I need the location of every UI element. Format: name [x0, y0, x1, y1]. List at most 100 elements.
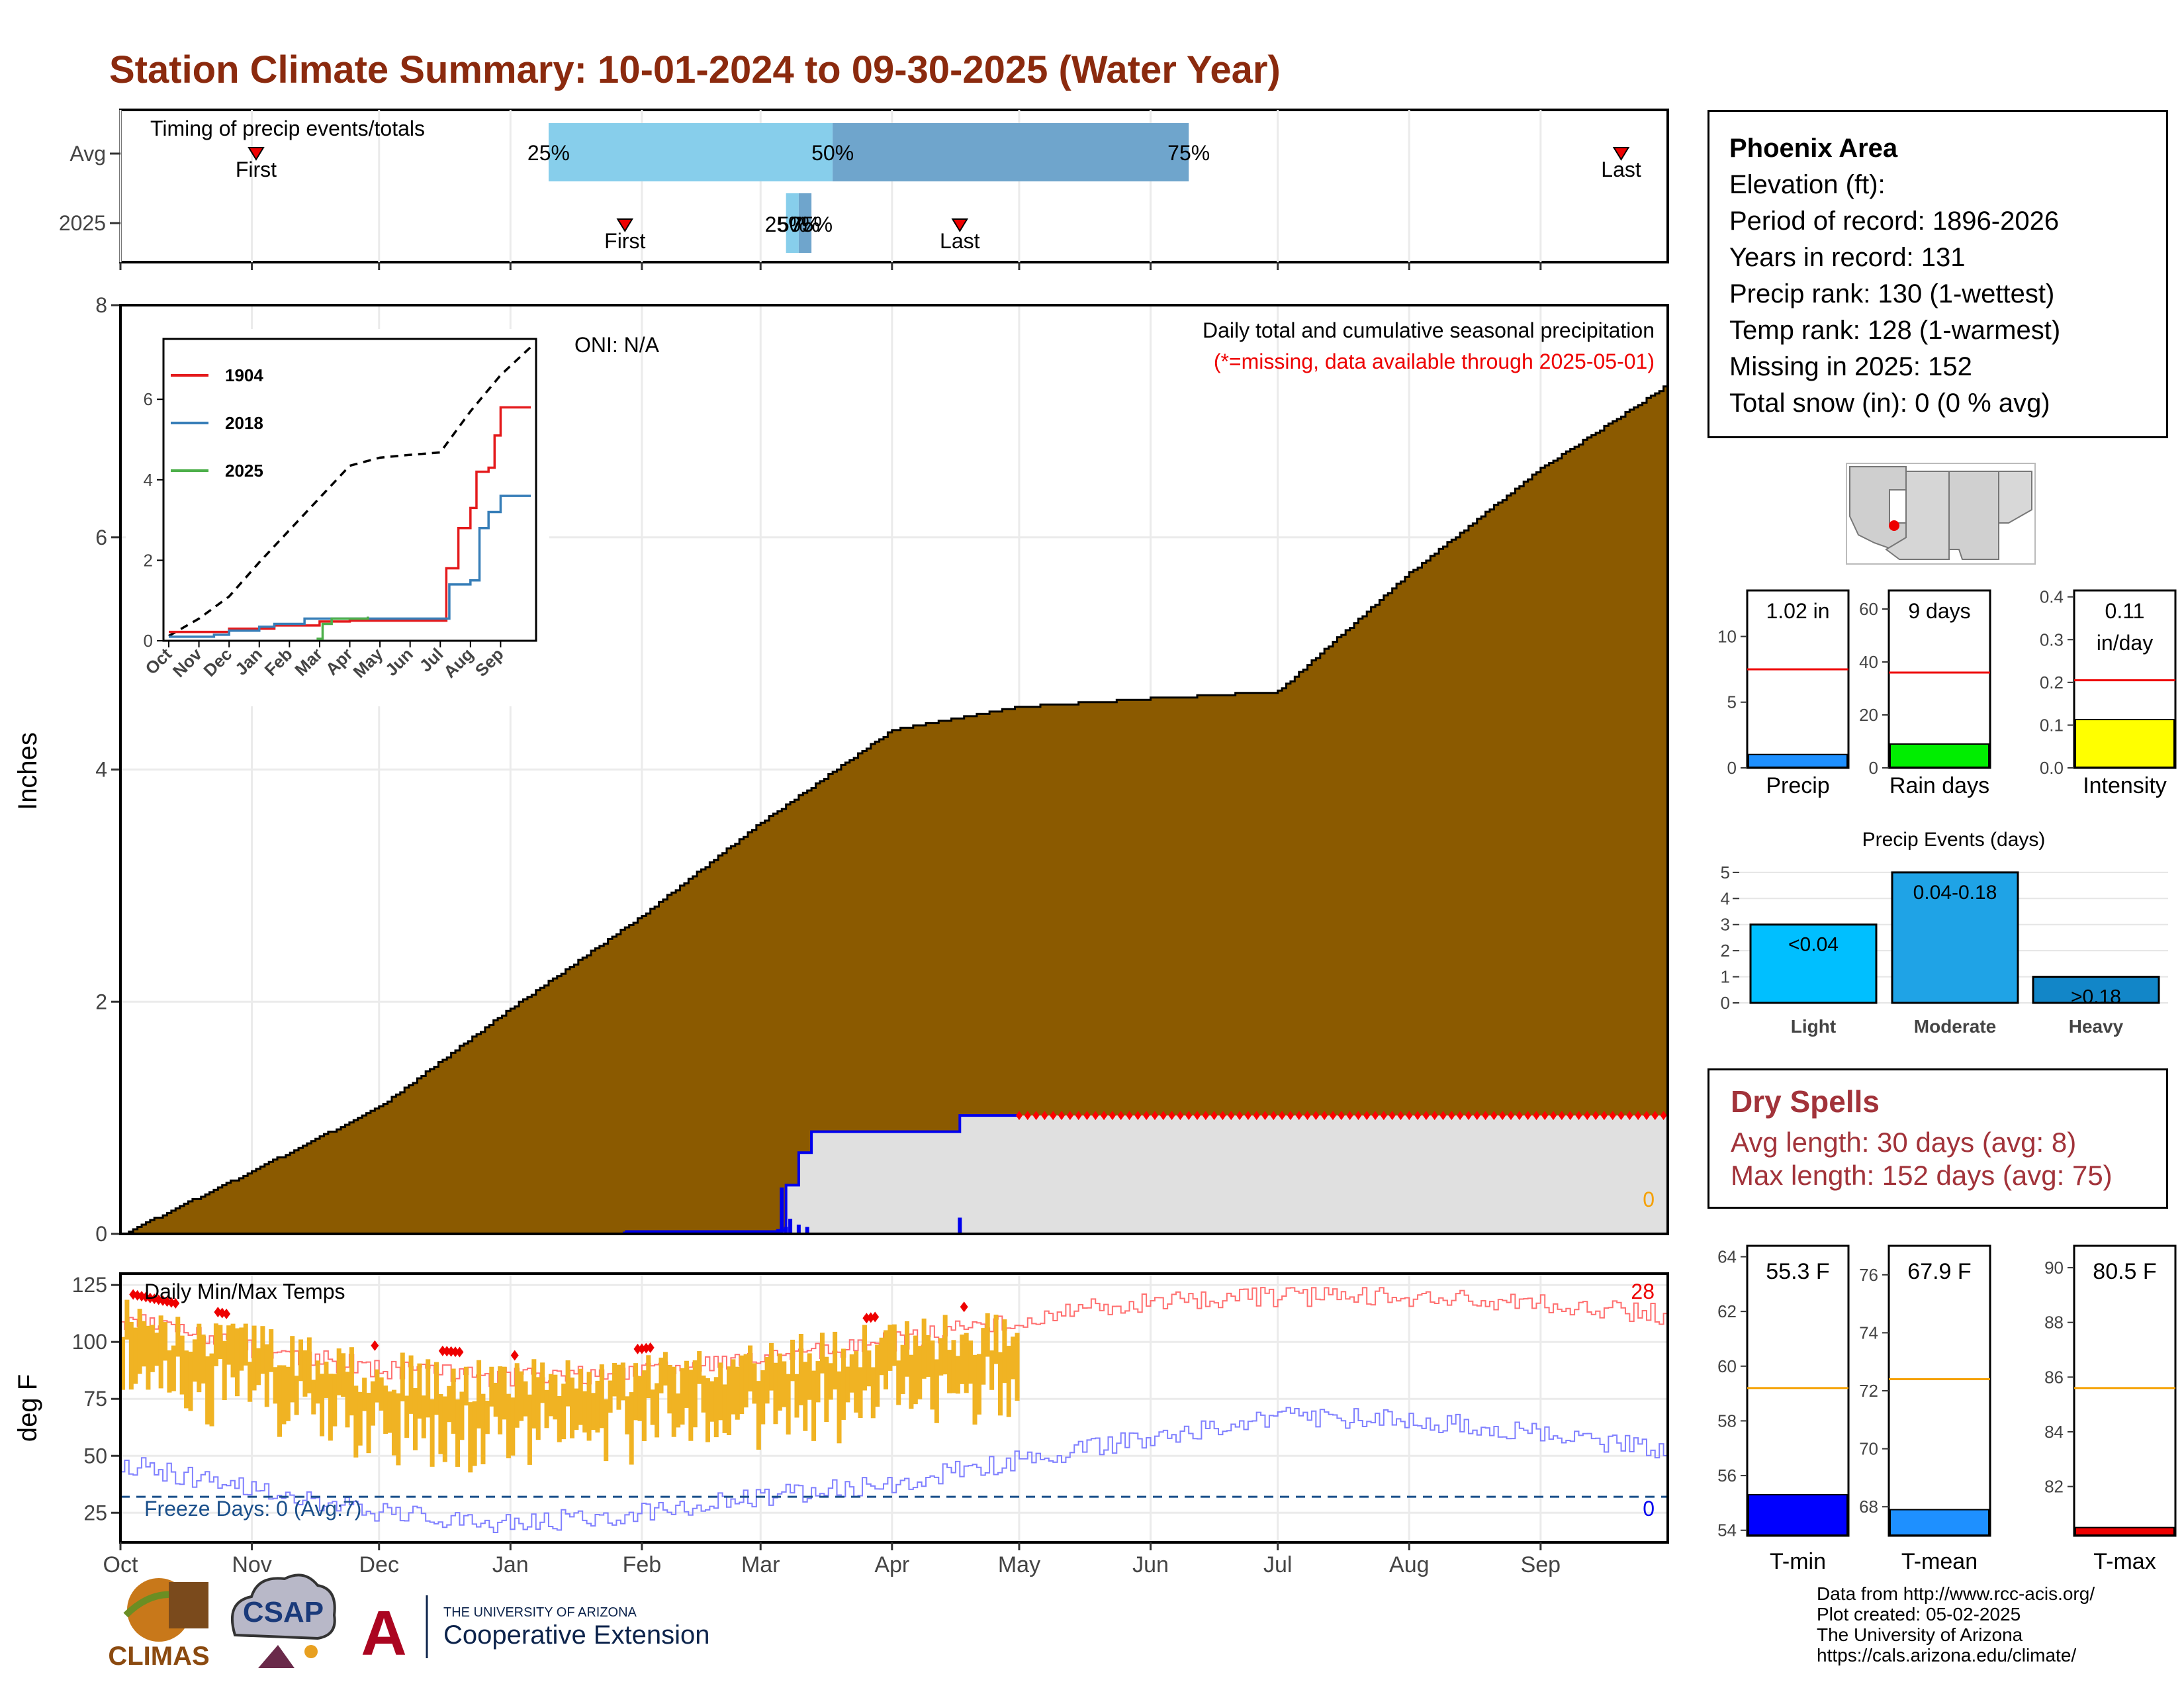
record-low-line [120, 1407, 1668, 1533]
pct-label: 25% [527, 141, 570, 165]
record-high-marker [447, 1346, 455, 1357]
temp-bar-value [2075, 1526, 2175, 1536]
temp-bar-ytick-label: 54 [1717, 1521, 1737, 1540]
missing-marker [1473, 1111, 1480, 1121]
record-low-count: 0 [1643, 1497, 1655, 1521]
daily-temp-bar [905, 1321, 910, 1377]
record-high-marker [646, 1342, 655, 1353]
daily-temp-bar [298, 1339, 304, 1382]
temp-panel-frame [119, 1272, 1669, 1544]
daily-temp-bar [743, 1354, 749, 1408]
inset-ytick-label: 0 [144, 631, 153, 651]
month-label: Jun [1132, 1552, 1169, 1577]
missing-marker [1584, 1111, 1591, 1121]
daily-temp-bar [133, 1327, 138, 1384]
daily-temp-bar [345, 1372, 350, 1428]
daily-temp-bar [981, 1328, 986, 1385]
daily-temp-bar [124, 1299, 130, 1340]
daily-temp-bar [383, 1385, 388, 1434]
missing-marker [1185, 1111, 1193, 1121]
daily-temp-bar [375, 1369, 380, 1403]
missing-marker [1490, 1111, 1498, 1121]
daily-temp-bar [332, 1374, 338, 1427]
daily-temp-bar [837, 1371, 842, 1444]
missing-marker [1210, 1111, 1218, 1121]
daily-temp-bar [731, 1359, 736, 1415]
missing-marker [1015, 1111, 1023, 1121]
temp-bar-ytick-label: 74 [1859, 1323, 1878, 1342]
missing-marker [1431, 1111, 1438, 1121]
missing-marker [1050, 1111, 1057, 1121]
daily-temp-bar [688, 1370, 694, 1441]
daily-temp-bar [370, 1381, 375, 1426]
daily-temp-bar [608, 1380, 613, 1413]
daily-temp-bar [120, 1336, 126, 1390]
mini-bar-label: Precip [1766, 773, 1829, 798]
missing-marker [1355, 1111, 1362, 1121]
temp-ylabel: deg F [13, 1374, 42, 1442]
record-high-marker [871, 1311, 880, 1323]
climas-logo: CLIMAS [108, 1578, 210, 1671]
temp-ytick-label: 25 [83, 1501, 107, 1524]
daily-temp-bar [930, 1340, 935, 1410]
climas-logo-text: CLIMAS [108, 1642, 209, 1671]
inset-frame [162, 338, 537, 642]
daily-temp-bar [807, 1353, 812, 1400]
mini-bar-ytick-label: 0.0 [2040, 758, 2064, 778]
temp-ytick-label: 50 [83, 1444, 107, 1468]
daily-temp-bar [849, 1354, 854, 1393]
daily-temp-bar [891, 1324, 897, 1366]
missing-marker [1465, 1111, 1472, 1121]
daily-temp-bar [175, 1317, 181, 1357]
ua-logo-small-text: THE UNIVERSITY OF ARIZONA [443, 1605, 637, 1620]
mini-bar-ytick-label: 0.2 [2040, 673, 2064, 692]
timing-row-label: 2025 [59, 211, 106, 235]
daily-temp-bar [426, 1359, 431, 1418]
daily-temp-bar [239, 1327, 244, 1371]
precip-events-bar [1749, 923, 1878, 1004]
daily-temp-bar [629, 1392, 634, 1465]
daily-temp-bar [900, 1344, 905, 1394]
daily-temp-bar [273, 1367, 278, 1404]
daily-temp-bar [535, 1377, 541, 1440]
daily-temp-bar [713, 1377, 719, 1438]
daily-temp-bar [417, 1363, 422, 1419]
missing-marker [1524, 1111, 1531, 1121]
daily-temp-bar [739, 1355, 745, 1415]
missing-marker [1279, 1111, 1286, 1121]
temp-bar-ytick-label: 64 [1717, 1247, 1737, 1267]
station-line: Missing in 2025: 152 [1729, 352, 1972, 381]
missing-marker [1101, 1111, 1108, 1121]
station-line: Precip rank: 130 (1-wettest) [1729, 279, 2055, 308]
temp-bar-ytick-label: 90 [2044, 1258, 2064, 1278]
daily-temp-bar [480, 1393, 486, 1465]
daily-temp-bar [599, 1364, 604, 1429]
precip-events-ytick-label: 1 [1721, 967, 1730, 987]
current-cumulative-area [625, 1115, 1668, 1234]
missing-marker [1329, 1111, 1336, 1121]
missing-marker [1600, 1111, 1608, 1121]
missing-marker [1066, 1111, 1073, 1121]
missing-marker [1041, 1111, 1048, 1121]
daily-temp-bar [544, 1389, 549, 1429]
daily-temp-bar [264, 1344, 269, 1407]
month-label: Aug [1389, 1552, 1430, 1577]
precip-events-title: Precip Events (days) [1862, 829, 2046, 851]
temp-bar-frame [1888, 1244, 1991, 1537]
daily-temp-bar [960, 1335, 965, 1384]
missing-marker [1507, 1111, 1514, 1121]
daily-temp-bar [306, 1337, 312, 1393]
daily-temp-bar [506, 1393, 511, 1458]
credits: Data from http://www.rcc-acis.org/ Plot … [1817, 1583, 2095, 1665]
avg-cumulative-area [120, 385, 1669, 1235]
temp-bar-value-label: 55.3 F [1766, 1259, 1829, 1284]
dry-spells-title: Dry Spells [1731, 1084, 1880, 1119]
daily-temp-bar [502, 1366, 507, 1420]
daily-temp-bar [921, 1318, 927, 1379]
precip-events-ytick-label: 0 [1721, 993, 1730, 1013]
daily-temp-bar [866, 1350, 872, 1387]
missing-marker [1643, 1111, 1650, 1121]
record-high-marker [455, 1346, 464, 1358]
precip-events-category: Heavy [2069, 1016, 2124, 1037]
